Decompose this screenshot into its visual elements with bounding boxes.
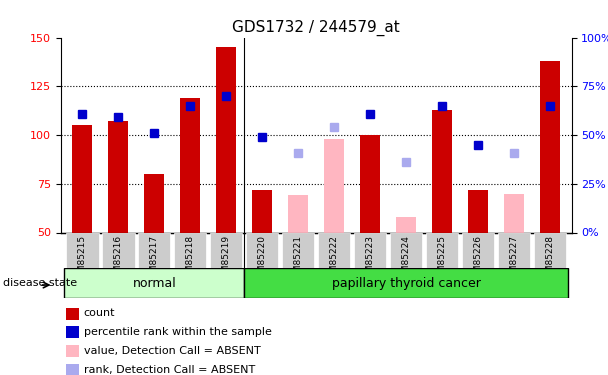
Title: GDS1732 / 244579_at: GDS1732 / 244579_at	[232, 20, 400, 36]
FancyBboxPatch shape	[66, 232, 98, 268]
FancyBboxPatch shape	[174, 232, 207, 268]
Bar	[252, 190, 272, 232]
Bar	[432, 110, 452, 232]
Text: GSM85227: GSM85227	[510, 236, 519, 284]
Bar	[396, 217, 416, 232]
Text: normal: normal	[133, 277, 176, 290]
Text: GSM85221: GSM85221	[294, 236, 303, 284]
FancyBboxPatch shape	[318, 232, 350, 268]
FancyBboxPatch shape	[390, 232, 423, 268]
Bar	[360, 135, 380, 232]
Text: GSM85226: GSM85226	[474, 236, 483, 284]
Bar	[288, 195, 308, 232]
FancyBboxPatch shape	[462, 232, 494, 268]
Text: count: count	[84, 309, 116, 318]
Text: GSM85222: GSM85222	[330, 236, 339, 284]
FancyBboxPatch shape	[246, 232, 278, 268]
FancyBboxPatch shape	[210, 232, 243, 268]
Text: GSM85219: GSM85219	[222, 236, 231, 285]
FancyBboxPatch shape	[244, 268, 568, 298]
FancyBboxPatch shape	[138, 232, 170, 268]
Text: GSM85216: GSM85216	[114, 236, 123, 285]
Bar	[66, 308, 78, 320]
Bar	[468, 190, 488, 232]
FancyBboxPatch shape	[282, 232, 314, 268]
Bar	[66, 326, 78, 338]
Text: GSM85228: GSM85228	[545, 236, 554, 284]
FancyBboxPatch shape	[498, 232, 530, 268]
Bar	[145, 174, 164, 232]
FancyBboxPatch shape	[426, 232, 458, 268]
Text: GSM85217: GSM85217	[150, 236, 159, 285]
Text: value, Detection Call = ABSENT: value, Detection Call = ABSENT	[84, 346, 261, 356]
FancyBboxPatch shape	[534, 232, 566, 268]
Bar	[504, 194, 524, 232]
Text: GSM85225: GSM85225	[438, 236, 446, 284]
FancyBboxPatch shape	[102, 232, 134, 268]
Bar	[216, 47, 236, 232]
FancyBboxPatch shape	[64, 268, 244, 298]
Bar	[66, 345, 78, 357]
Bar	[108, 122, 128, 232]
Text: GSM85215: GSM85215	[78, 236, 87, 285]
Bar	[181, 98, 200, 232]
Text: percentile rank within the sample: percentile rank within the sample	[84, 327, 272, 337]
Text: rank, Detection Call = ABSENT: rank, Detection Call = ABSENT	[84, 365, 255, 375]
Text: GSM85220: GSM85220	[258, 236, 267, 284]
Text: GSM85218: GSM85218	[186, 236, 195, 285]
Text: papillary thyroid cancer: papillary thyroid cancer	[331, 277, 480, 290]
Bar	[324, 139, 344, 232]
FancyBboxPatch shape	[354, 232, 386, 268]
Text: GSM85224: GSM85224	[401, 236, 410, 284]
Text: disease state: disease state	[3, 278, 77, 288]
Bar	[66, 364, 78, 375]
Bar	[72, 125, 92, 232]
Text: GSM85223: GSM85223	[365, 236, 375, 284]
Bar	[540, 61, 560, 232]
